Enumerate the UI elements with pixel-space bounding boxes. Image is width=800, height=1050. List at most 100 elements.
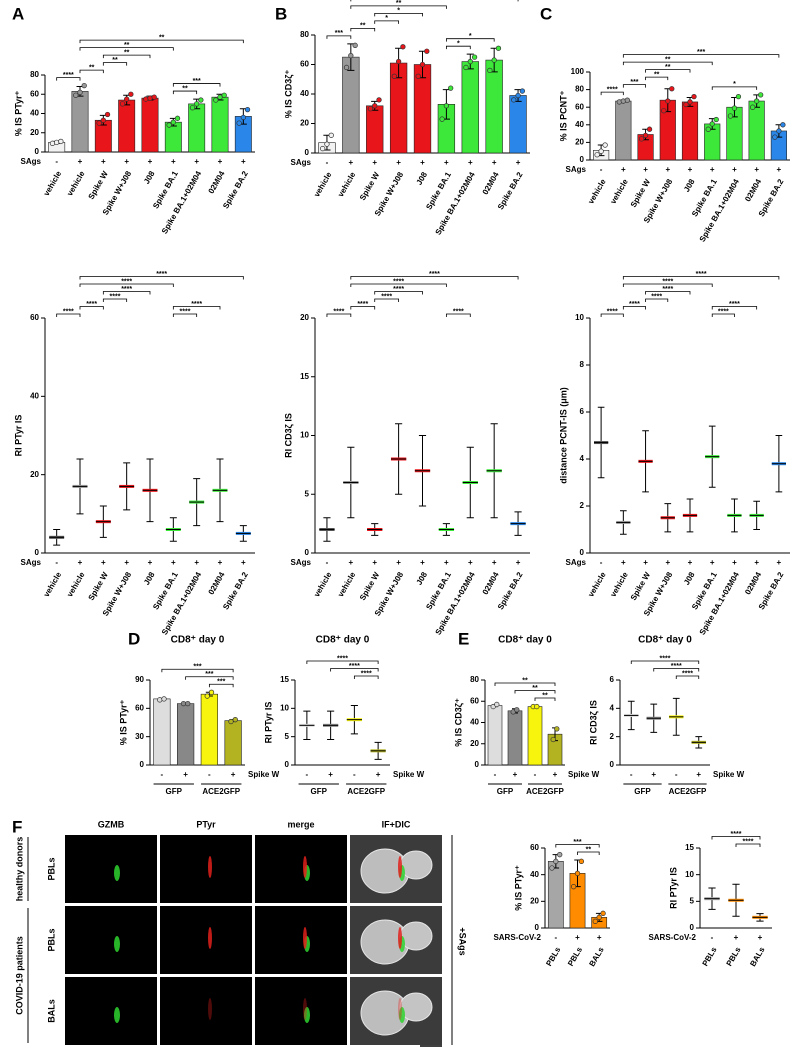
significance-label: ** — [124, 49, 130, 56]
condition-value: + — [171, 558, 176, 567]
y-tick-label: 60 — [30, 313, 39, 322]
data-point — [213, 97, 219, 103]
condition-value: + — [348, 158, 353, 167]
group-label: GFP — [311, 787, 328, 796]
chart-title: CD8⁺ day 0 — [171, 635, 225, 646]
condition-value: + — [124, 157, 129, 166]
data-point — [49, 140, 56, 146]
data-point — [232, 717, 238, 723]
significance-label: **** — [381, 293, 392, 300]
data-point — [553, 858, 559, 864]
significance-bracket — [374, 20, 400, 24]
significance-label: * — [469, 33, 472, 40]
condition-value: + — [183, 770, 188, 779]
data-point — [348, 53, 354, 59]
data-point — [343, 64, 350, 71]
condition-value: + — [171, 157, 176, 166]
significance-label: **** — [671, 663, 682, 670]
ptyr-signal — [208, 927, 212, 949]
y-tick-label: 0 — [580, 155, 585, 164]
y-tick-label: 0 — [35, 548, 40, 557]
significance-label: **** — [63, 308, 74, 315]
micrograph — [255, 835, 347, 903]
chart-title: CD8⁺ day 0 — [638, 635, 692, 646]
condition-value: + — [396, 158, 401, 167]
significance-bracket — [56, 77, 81, 81]
significance-bracket — [350, 306, 376, 310]
y-tick-label: 60 — [575, 102, 584, 111]
y-axis-label: RI PTyr IS — [13, 415, 23, 457]
bar — [200, 693, 218, 766]
significance-label: * — [457, 41, 460, 48]
significance-bracket — [577, 851, 600, 855]
y-tick-label: 0 — [305, 148, 310, 157]
y-axis-label: % IS CD3ζ⁺ — [283, 70, 293, 119]
data-point — [54, 139, 60, 146]
data-point — [198, 97, 204, 103]
condition-value: + — [553, 770, 558, 779]
ptyr-signal — [303, 856, 307, 878]
significance-bracket — [326, 313, 352, 317]
condition-value: + — [621, 165, 626, 174]
condition-value: + — [643, 558, 648, 567]
significance-label: ** — [182, 85, 188, 92]
condition-label: Spike W — [713, 770, 745, 779]
condition-label: Spike W — [568, 770, 600, 779]
condition-value: + — [492, 158, 497, 167]
bar — [211, 96, 229, 153]
data-point — [180, 700, 187, 707]
condition-label: SAgs — [291, 158, 312, 167]
significance-label: **** — [731, 831, 742, 838]
y-tick-label: 20 — [575, 138, 584, 147]
condition-value: + — [754, 558, 759, 567]
ptyr-signal — [208, 856, 212, 878]
significance-bracket — [600, 91, 624, 96]
significance-bracket — [600, 313, 624, 317]
significance-label: ** — [586, 846, 592, 853]
data-point — [602, 142, 608, 148]
significance-bracket — [56, 313, 81, 317]
significance-label: **** — [429, 271, 440, 278]
y-tick-label: 15 — [280, 675, 289, 684]
micrograph — [65, 835, 157, 903]
y-tick-label: 2 — [610, 732, 615, 741]
y-tick-label: 4 — [580, 454, 585, 463]
significance-bracket — [735, 843, 761, 847]
condition-value: - — [630, 770, 633, 779]
data-point — [731, 105, 738, 111]
significance-bracket — [374, 291, 423, 295]
significance-bracket — [330, 668, 379, 672]
data-point — [319, 145, 326, 152]
condition-label: SAgs — [566, 558, 587, 567]
panel-label: C — [540, 4, 552, 23]
significance-label: **** — [337, 655, 348, 662]
significance-bracket — [326, 35, 352, 39]
y-tick-label: 10 — [280, 703, 289, 712]
data-point — [415, 73, 421, 79]
significance-bracket — [102, 298, 128, 302]
data-point — [73, 92, 79, 98]
data-point — [557, 852, 563, 858]
y-axis-label: RI CD3ζ IS — [283, 413, 293, 458]
significance-label: **** — [121, 286, 132, 293]
data-point — [467, 58, 473, 65]
significance-label: **** — [121, 278, 132, 285]
bar — [141, 97, 159, 153]
significance-label: **** — [696, 271, 707, 278]
significance-label: **** — [110, 293, 121, 300]
y-tick-label: 60 — [530, 843, 539, 852]
y-tick-label: 0 — [475, 760, 480, 769]
condition-value: + — [78, 558, 83, 567]
condition-value: + — [468, 158, 473, 167]
condition-label: SARS-CoV-2 — [648, 933, 696, 942]
micrograph — [255, 906, 347, 974]
panel-label: D — [128, 629, 140, 648]
ptyr-signal — [303, 927, 307, 949]
data-point — [598, 148, 604, 154]
condition-value: + — [468, 558, 473, 567]
data-point — [400, 44, 406, 50]
y-axis-label: % IS PCNT⁺ — [558, 90, 568, 141]
y-tick-label: 30 — [135, 732, 144, 741]
bar — [485, 59, 503, 154]
condition-value: - — [711, 933, 714, 942]
